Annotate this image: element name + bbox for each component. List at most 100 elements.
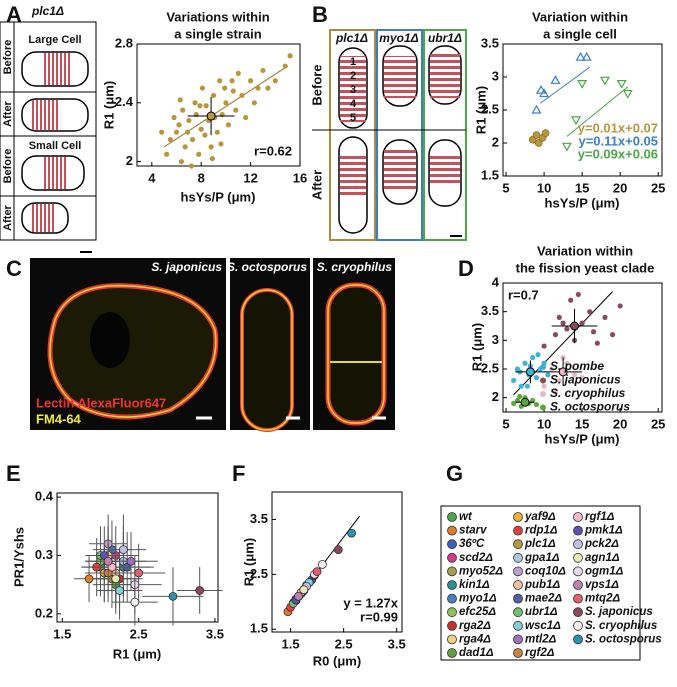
x-tick-label: 4 bbox=[148, 170, 156, 185]
fit-line bbox=[539, 66, 591, 104]
point bbox=[581, 51, 592, 61]
point bbox=[541, 343, 547, 349]
stain-label: Lectin AlexaFluor647 bbox=[36, 395, 166, 410]
point bbox=[287, 53, 293, 59]
legend-frame bbox=[440, 505, 641, 661]
x-tick-label: 12 bbox=[243, 170, 257, 185]
point bbox=[210, 92, 217, 99]
legend-swatch bbox=[513, 512, 523, 522]
point bbox=[594, 340, 600, 346]
y-tick-label: 0.2 bbox=[35, 605, 53, 620]
x-tick-label: 5 bbox=[502, 180, 509, 195]
x-tick-label: 10 bbox=[537, 416, 551, 431]
legend-label: gpa1Δ bbox=[524, 552, 560, 564]
chart-title: a single cell bbox=[543, 26, 617, 41]
legend-label: S. japonicus bbox=[585, 606, 653, 618]
legend-swatch bbox=[513, 634, 523, 645]
stripe-number: 1 bbox=[350, 56, 356, 68]
caption: Small Cell bbox=[29, 140, 82, 152]
row-label: Before bbox=[2, 149, 14, 184]
x-tick-label: 15 bbox=[575, 180, 589, 195]
y-tick-label: 3.5 bbox=[481, 35, 499, 50]
x-tick-label: 1.5 bbox=[282, 636, 300, 651]
row-label: Before bbox=[309, 64, 324, 105]
y-tick-label: 4 bbox=[492, 274, 500, 289]
point bbox=[119, 545, 128, 554]
point bbox=[552, 389, 559, 395]
point bbox=[561, 142, 572, 152]
x-tick-label: 15 bbox=[575, 416, 589, 431]
y-tick-label: 2.4 bbox=[115, 94, 134, 109]
legend-label: 36ºC bbox=[459, 538, 485, 550]
legend-swatch bbox=[447, 525, 457, 536]
species-label: S. cryophilus bbox=[317, 260, 393, 274]
point bbox=[115, 586, 124, 595]
point bbox=[199, 85, 206, 91]
panel-label: A bbox=[6, 2, 22, 27]
y-tick-label: 3.5 bbox=[481, 303, 499, 318]
point bbox=[545, 372, 551, 378]
y-tick-label: 2.8 bbox=[115, 35, 133, 50]
point bbox=[531, 104, 542, 114]
legend-swatch bbox=[573, 580, 583, 590]
y-tick-label: 1.5 bbox=[250, 621, 268, 636]
point bbox=[180, 107, 186, 113]
point bbox=[173, 129, 180, 135]
point bbox=[182, 144, 188, 150]
chart-title: a single strain bbox=[174, 26, 261, 41]
row-label: After bbox=[309, 170, 324, 200]
y-tick-label: 3 bbox=[492, 68, 499, 83]
chart-title: the fission yeast clade bbox=[516, 260, 655, 275]
legend-label: yaf9Δ bbox=[524, 511, 556, 523]
point bbox=[587, 309, 593, 315]
y-tick-label: 2.5 bbox=[481, 360, 499, 375]
legend-label: S. cryophilus bbox=[550, 386, 626, 400]
point bbox=[272, 78, 278, 84]
legend-label: mtl2Δ bbox=[525, 633, 557, 645]
legend-swatch bbox=[447, 580, 457, 590]
legend-label: pub1Δ bbox=[524, 579, 560, 591]
point bbox=[164, 151, 170, 157]
legend-swatch bbox=[540, 391, 546, 397]
point bbox=[347, 528, 356, 538]
y-tick-label: 0.3 bbox=[35, 547, 53, 562]
point bbox=[217, 78, 223, 84]
legend-swatch bbox=[513, 580, 523, 590]
legend-swatch bbox=[573, 539, 583, 550]
legend-swatch bbox=[447, 566, 457, 577]
point bbox=[282, 63, 288, 69]
point bbox=[530, 354, 536, 361]
panel-label: C bbox=[6, 256, 22, 281]
point bbox=[130, 597, 140, 607]
legend-label: rga4Δ bbox=[459, 633, 491, 645]
point bbox=[223, 100, 229, 106]
legend-label: myo1Δ bbox=[459, 593, 497, 605]
legend-swatch bbox=[513, 607, 523, 618]
legend-label: pmk1Δ bbox=[584, 525, 623, 537]
strain-label: myo1Δ bbox=[379, 31, 418, 45]
legend-swatch bbox=[513, 593, 523, 604]
point bbox=[518, 383, 524, 389]
equation: y=0.09x+0.06 bbox=[578, 146, 658, 161]
row-label: After bbox=[2, 100, 14, 126]
legend-swatch bbox=[513, 620, 523, 631]
point bbox=[579, 320, 585, 326]
point bbox=[609, 332, 616, 338]
point bbox=[248, 78, 254, 84]
stripe-number: 3 bbox=[350, 84, 356, 96]
point bbox=[171, 114, 177, 121]
legend-swatch bbox=[447, 593, 457, 604]
y-axis-label: R1 (μm) bbox=[241, 538, 256, 586]
point bbox=[103, 556, 113, 566]
point bbox=[239, 92, 245, 99]
x-axis-label: R0 (μm) bbox=[313, 653, 361, 668]
legend-swatch bbox=[540, 404, 546, 411]
y-axis-label: R1 (μm) bbox=[473, 86, 488, 134]
point bbox=[251, 100, 257, 106]
legend-label: mae2Δ bbox=[525, 593, 562, 605]
legend-label: efc25Δ bbox=[459, 606, 496, 618]
legend-label: wsc1Δ bbox=[525, 620, 561, 632]
chart-title: Variation within bbox=[537, 243, 633, 258]
point bbox=[556, 377, 562, 384]
x-axis-label: hsYs/P (μm) bbox=[545, 195, 620, 210]
